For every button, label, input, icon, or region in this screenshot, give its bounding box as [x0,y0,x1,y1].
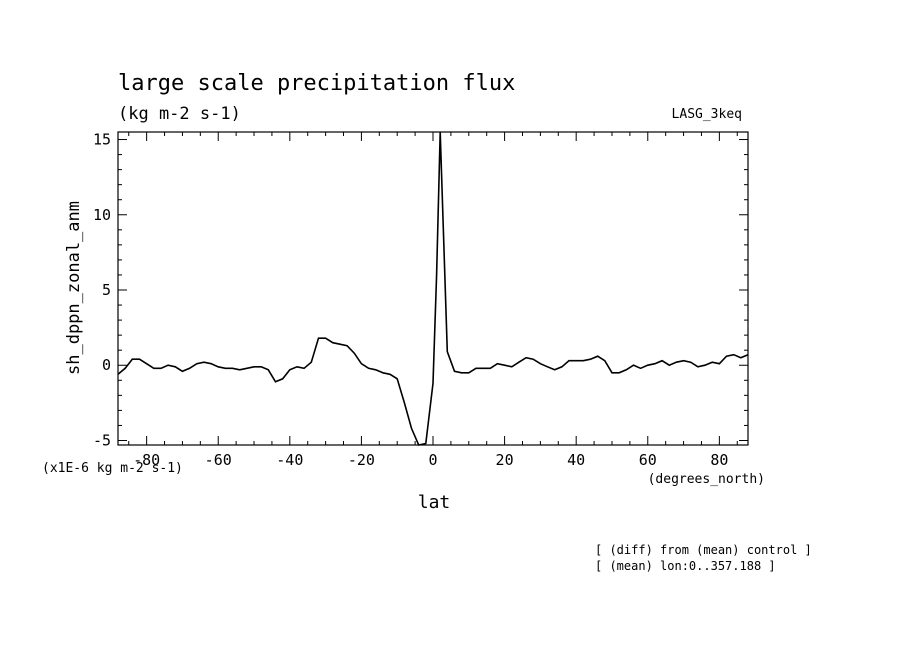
x-tick-label: 60 [639,451,657,469]
x-tick-labels: -80 -60 -40 -20 0 20 40 60 80 [133,451,728,469]
y-tick-label: 0 [102,356,111,374]
chart-title: large scale precipitation flux [118,71,515,96]
x-tick-label: 20 [496,451,514,469]
axis-ticks [118,132,748,445]
x-axis-label: lat [418,492,451,513]
chart-subtitle: (kg m-2 s-1) [118,104,241,124]
x-tick-label: 0 [428,451,437,469]
x-units-label: (degrees_north) [648,472,765,487]
x-tick-label: 80 [710,451,728,469]
x-tick-label: 40 [567,451,585,469]
footnote-mean: [ (mean) lon:0..357.188 ] [595,559,776,573]
model-label: LASG_3keq [672,107,742,122]
y-tick-label: 15 [93,131,111,149]
y-tick-labels: -5 0 5 10 15 [93,131,111,450]
y-tick-label: 5 [102,281,111,299]
x-tick-label: -80 [133,451,160,469]
footnote-diff: [ (diff) from (mean) control ] [595,543,812,557]
x-tick-label: -40 [276,451,303,469]
y-tick-label: 10 [93,206,111,224]
x-tick-label: -60 [205,451,232,469]
y-axis-label: sh_dppn_zonal_anm [64,201,84,375]
series-line [117,131,749,446]
x-tick-label: -20 [348,451,375,469]
y-tick-label: -5 [93,431,111,449]
y-scale-label: (x1E-6 kg m-2 s-1) [42,461,183,476]
